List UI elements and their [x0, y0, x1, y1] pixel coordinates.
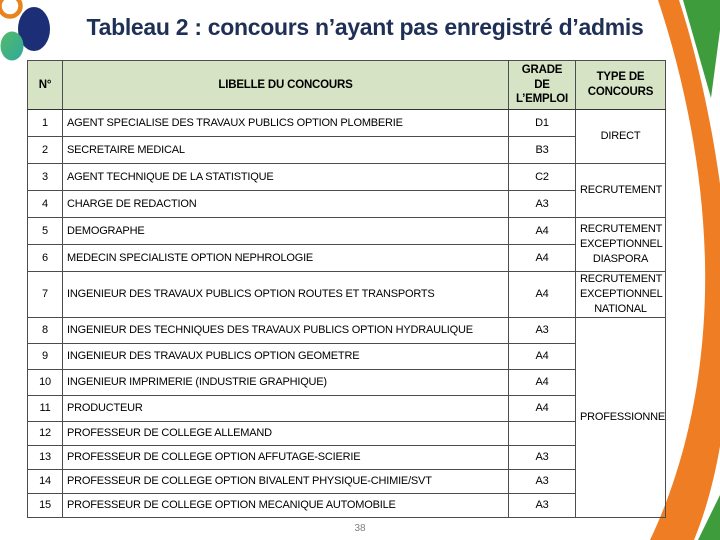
cell-num: 3 [27, 163, 63, 191]
cell-libelle: PROFESSEUR DE COLLEGE OPTION MECANIQUE A… [62, 492, 509, 518]
table-row: 1 AGENT SPECIALISE DES TRAVAUX PUBLICS O… [27, 109, 666, 164]
table-row: 4 CHARGE DE REDACTION A3 [27, 190, 666, 218]
cell-num: 10 [27, 368, 63, 396]
table-row: 13 PROFESSEUR DE COLLEGE OPTION AFFUTAGE… [27, 444, 666, 470]
cell-grade [508, 420, 576, 446]
cell-num: 2 [27, 136, 63, 164]
table-row: 3 AGENT TECHNIQUE DE LA STATISTIQUE C2 R… [27, 163, 666, 218]
table-row: 14 PROFESSEUR DE COLLEGE OPTION BIVALENT… [27, 468, 666, 494]
cell-grade: A3 [508, 492, 576, 518]
cell-libelle: INGENIEUR DES TRAVAUX PUBLICS OPTION ROU… [62, 271, 509, 318]
cell-grade: A3 [508, 468, 576, 494]
table-row: 10 INGENIEUR IMPRIMERIE (INDUSTRIE GRAPH… [27, 368, 666, 396]
cell-type-group: DIRECT [575, 109, 666, 164]
table-row: 5 DEMOGRAPHE A4 RECRUTEMENT EXCEPTIONNEL… [27, 217, 666, 272]
table-row: 12 PROFESSEUR DE COLLEGE ALLEMAND [27, 420, 666, 446]
cell-type-group: PROFESSIONNEL [575, 316, 666, 518]
table-row: 6 MEDECIN SPECIALISTE OPTION NEPHROLOGIE… [27, 244, 666, 272]
cell-grade: A4 [508, 342, 576, 370]
cell-type-group: RECRUTEMENT [575, 163, 666, 218]
table-row: 2 SECRETAIRE MEDICAL B3 [27, 136, 666, 164]
cell-libelle: AGENT SPECIALISE DES TRAVAUX PUBLICS OPT… [62, 109, 509, 137]
cell-libelle: DEMOGRAPHE [62, 217, 509, 245]
navy-ellipse-icon [18, 7, 50, 51]
cell-libelle: AGENT TECHNIQUE DE LA STATISTIQUE [62, 163, 509, 191]
page-number: 38 [354, 523, 366, 534]
col-header-num: N° [27, 60, 63, 110]
cell-libelle: CHARGE DE REDACTION [62, 190, 509, 218]
cell-num: 12 [27, 420, 63, 446]
orange-ring-icon [0, 0, 23, 19]
cell-libelle: SECRETAIRE MEDICAL [62, 136, 509, 164]
table-row: 7 INGENIEUR DES TRAVAUX PUBLICS OPTION R… [27, 271, 666, 318]
cell-grade: A3 [508, 444, 576, 470]
cell-grade: D1 [508, 109, 576, 137]
col-header-libelle: LIBELLE DU CONCOURS [62, 60, 509, 110]
cell-grade: A3 [508, 316, 576, 344]
cell-num: 6 [27, 244, 63, 272]
cell-libelle: INGENIEUR IMPRIMERIE (INDUSTRIE GRAPHIQU… [62, 368, 509, 396]
green-wedge-top-icon [683, 0, 720, 98]
cell-type-group: RECRUTEMENT EXCEPTIONNEL NATIONAL [575, 271, 666, 318]
cell-libelle: INGENIEUR DES TECHNIQUES DES TRAVAUX PUB… [62, 316, 509, 344]
cell-num: 1 [27, 109, 63, 137]
cell-num: 14 [27, 468, 63, 494]
cell-libelle: MEDECIN SPECIALISTE OPTION NEPHROLOGIE [62, 244, 509, 272]
cell-num: 4 [27, 190, 63, 218]
cell-num: 8 [27, 316, 63, 344]
cell-num: 13 [27, 444, 63, 470]
cell-libelle: INGENIEUR DES TRAVAUX PUBLICS OPTION GEO… [62, 342, 509, 370]
table-row: 15 PROFESSEUR DE COLLEGE OPTION MECANIQU… [27, 492, 666, 518]
header-row: N° LIBELLE DU CONCOURS GRADE DE L’EMPLOI… [27, 60, 666, 110]
cell-grade: A4 [508, 244, 576, 272]
cell-grade: A3 [508, 190, 576, 218]
table-row: 9 INGENIEUR DES TRAVAUX PUBLICS OPTION G… [27, 342, 666, 370]
green-ellipse-icon [0, 31, 24, 61]
col-header-type: TYPE DE CONCOURS [575, 60, 666, 110]
col-header-grade: GRADE DE L’EMPLOI [508, 60, 576, 110]
cell-type-group: RECRUTEMENT EXCEPTIONNEL DIASPORA [575, 217, 666, 272]
concours-table: N° LIBELLE DU CONCOURS GRADE DE L’EMPLOI… [27, 60, 666, 518]
cell-libelle: PROFESSEUR DE COLLEGE OPTION AFFUTAGE-SC… [62, 444, 509, 470]
cell-grade: B3 [508, 136, 576, 164]
cell-libelle: PROFESSEUR DE COLLEGE OPTION BIVALENT PH… [62, 468, 509, 494]
cell-num: 9 [27, 342, 63, 370]
table-row: 11 PRODUCTEUR A4 [27, 394, 666, 422]
cell-libelle: PRODUCTEUR [62, 394, 509, 422]
cell-num: 5 [27, 217, 63, 245]
page-title: Tableau 2 : concours n’ayant pas enregis… [86, 14, 644, 40]
cell-grade: A4 [508, 217, 576, 245]
cell-grade: C2 [508, 163, 576, 191]
cell-num: 15 [27, 492, 63, 518]
cell-num: 11 [27, 394, 63, 422]
cell-num: 7 [27, 271, 63, 318]
cell-grade: A4 [508, 271, 576, 318]
cell-libelle: PROFESSEUR DE COLLEGE ALLEMAND [62, 420, 509, 446]
table-row: 8 INGENIEUR DES TECHNIQUES DES TRAVAUX P… [27, 316, 666, 518]
cell-grade: A4 [508, 394, 576, 422]
cell-grade: A4 [508, 368, 576, 396]
